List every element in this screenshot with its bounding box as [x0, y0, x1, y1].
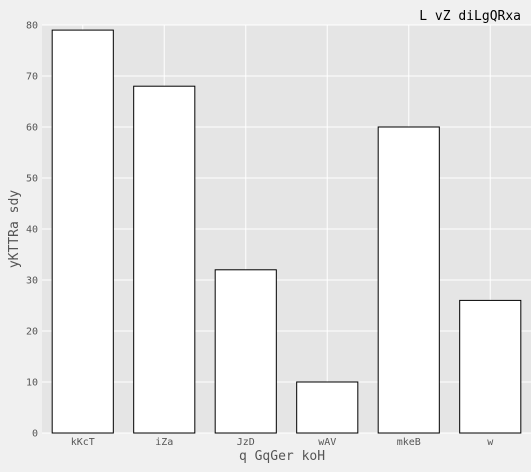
bar-JzD — [214, 269, 277, 434]
y-tick-label: 60 — [26, 123, 38, 134]
y-tick-label: 40 — [26, 225, 38, 236]
x-tick-label: JzD — [237, 437, 255, 448]
x-tick-label: iZa — [155, 437, 173, 448]
y-tick-label: 70 — [26, 72, 38, 83]
bar-iZa — [133, 85, 196, 434]
bar-wAV — [296, 381, 359, 434]
y-axis-ticks: 0 10 20 30 40 50 60 70 80 — [26, 21, 38, 440]
x-tick-label: kKcT — [71, 437, 95, 448]
y-tick-label: 20 — [26, 327, 38, 338]
y-tick-label: 10 — [26, 378, 38, 389]
chart-title: L vZ diLgQRxa — [419, 9, 521, 24]
x-axis-ticks: kKcT iZa JzD wAV mkeB w — [71, 437, 495, 448]
bars — [51, 29, 522, 434]
y-tick-label: 0 — [32, 429, 38, 440]
x-tick-label: w — [487, 437, 494, 448]
bar-kKcT — [51, 29, 114, 434]
x-axis-label: q GqGer koH — [239, 449, 325, 464]
y-tick-label: 30 — [26, 276, 38, 287]
bar-w — [459, 299, 522, 434]
y-tick-label: 50 — [26, 174, 38, 185]
x-tick-label: wAV — [318, 437, 336, 448]
x-tick-label: mkeB — [397, 437, 421, 448]
bar-mkeB — [377, 126, 440, 434]
y-tick-label: 80 — [26, 21, 38, 32]
y-axis-label: yKTTRa sdy — [7, 190, 22, 268]
